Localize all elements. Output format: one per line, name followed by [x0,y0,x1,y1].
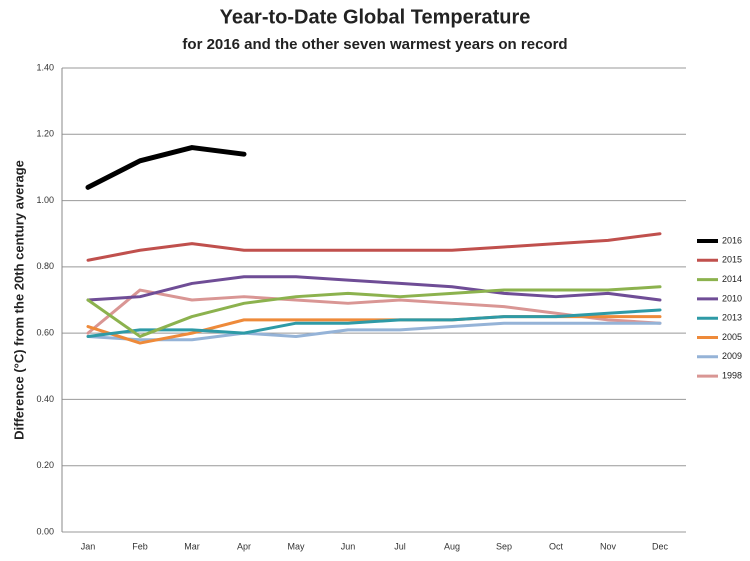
series-line [86,308,662,338]
series-line [86,232,662,262]
y-tick-label: 0.20 [36,460,54,470]
series-line [85,145,247,190]
legend-label: 2013 [722,313,742,323]
legend-label: 2009 [722,351,742,361]
x-tick-label: Dec [652,541,669,551]
series-line [86,285,662,338]
x-tick-label: Feb [132,541,148,551]
series-line [86,321,662,342]
y-tick-label: 0.40 [36,394,54,404]
y-tick-label: 1.00 [36,195,54,205]
y-axis-label: Difference (°C) from the 20th century av… [11,160,26,440]
chart-title: Year-to-Date Global Temperature [220,6,531,28]
series-line [86,288,662,335]
legend-label: 1998 [722,370,742,380]
y-tick-label: 0.80 [36,261,54,271]
x-tick-label: Jan [81,541,96,551]
x-tick-label: Sep [496,541,512,551]
y-tick-label: 1.20 [36,129,54,139]
x-tick-label: Oct [549,541,564,551]
y-tick-label: 0.60 [36,328,54,338]
x-tick-label: Aug [444,541,460,551]
legend-label: 2014 [722,274,742,284]
x-tick-label: Jun [341,541,356,551]
y-tick-label: 0.00 [36,526,54,536]
y-tick-label: 1.40 [36,62,54,72]
x-tick-label: Jul [394,541,406,551]
x-tick-label: Mar [184,541,200,551]
x-tick-label: Apr [237,541,251,551]
legend-label: 2015 [722,255,742,265]
legend-label: 2010 [722,293,742,303]
legend-label: 2016 [722,235,742,245]
legend-label: 2005 [722,332,742,342]
x-tick-label: May [287,541,305,551]
series-line [86,275,662,302]
x-tick-label: Nov [600,541,617,551]
chart-subtitle: for 2016 and the other seven warmest yea… [182,36,567,53]
